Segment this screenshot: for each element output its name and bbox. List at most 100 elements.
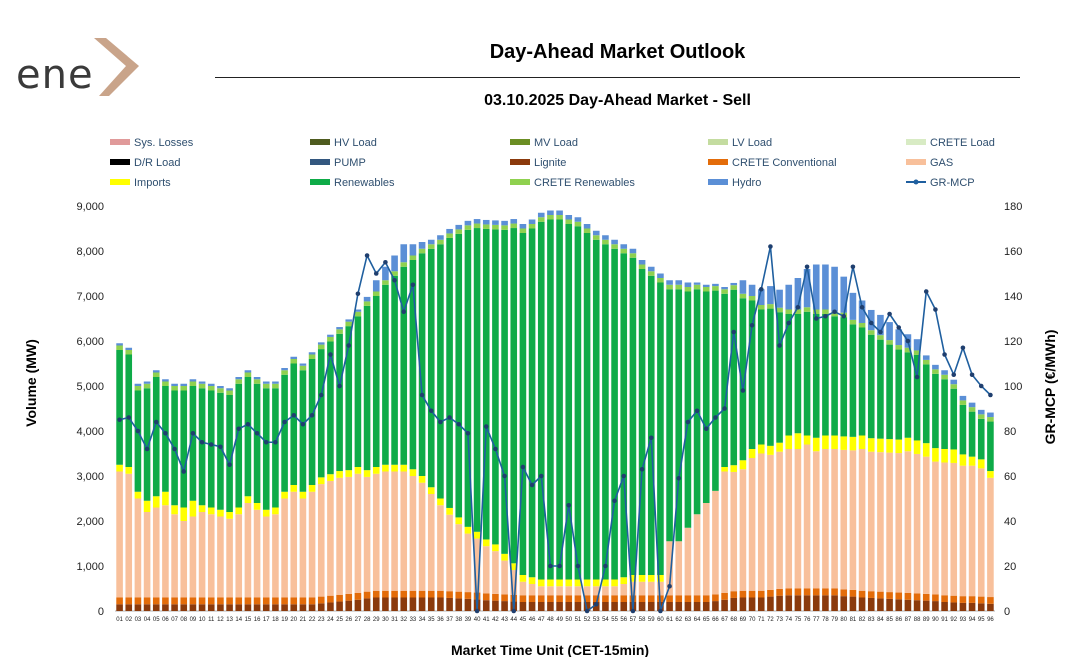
bar-renewables-43 [501, 229, 508, 554]
bar-renewables-66 [712, 290, 719, 491]
gr-mcp-point-90 [933, 307, 938, 312]
x-tick-label: 85 [886, 617, 893, 623]
gr-mcp-point-32 [401, 309, 407, 315]
bar-renewables-37 [446, 237, 453, 508]
bar-lignite-15 [244, 604, 252, 611]
bar-crete-conventional-78 [822, 588, 829, 596]
x-tick-label: 10 [199, 617, 206, 623]
x-tick-label: 18 [272, 617, 279, 623]
chart-subtitle: 03.10.2025 Day-Ahead Market - Sell [484, 92, 751, 109]
bar-lignite-75 [794, 595, 802, 611]
x-tick-label: 13 [226, 617, 233, 623]
bar-crete-conventional-75 [794, 588, 802, 596]
bar-crete-renewables-26 [345, 321, 353, 327]
bar-lignite-21 [299, 604, 307, 611]
bar-gas-66 [712, 490, 719, 595]
gr-mcp-point-71 [758, 286, 764, 292]
gr-mcp-point-11 [208, 442, 214, 447]
x-tick-label: 63 [685, 617, 692, 623]
bar-hydro-05 [152, 370, 160, 373]
gr-mcp-point-63 [685, 419, 691, 425]
bar-crete-renewables-85 [886, 340, 893, 345]
bar-crete-renewables-14 [235, 379, 243, 384]
gr-mcp-point-21 [300, 421, 306, 427]
bar-renewables-52 [583, 233, 591, 580]
bar-lignite-91 [941, 602, 948, 611]
bar-renewables-32 [400, 266, 408, 465]
bar-gas-22 [308, 491, 316, 598]
bar-hydro-08 [180, 383, 188, 386]
bar-crete-renewables-92 [950, 384, 958, 389]
bar-renewables-16 [253, 383, 261, 503]
bar-crete-renewables-41 [482, 224, 490, 229]
bar-imports-73 [776, 442, 783, 452]
bar-gas-59 [647, 581, 655, 596]
x-tick-label: 33 [410, 617, 417, 623]
bar-hydro-62 [675, 280, 683, 285]
bar-imports-11 [207, 507, 215, 515]
bar-renewables-05 [152, 377, 160, 497]
bar-crete-conventional-12 [217, 597, 224, 605]
bar-hydro-80 [840, 276, 848, 313]
bar-crete-renewables-86 [895, 345, 903, 350]
bar-crete-conventional-04 [143, 597, 151, 605]
bar-imports-13 [226, 512, 233, 519]
x-tick-label: 05 [153, 617, 160, 623]
bar-crete-renewables-42 [492, 224, 499, 230]
bar-crete-renewables-04 [143, 383, 151, 389]
bar-lignite-67 [721, 599, 728, 611]
enex-logo [94, 38, 139, 96]
bar-crete-renewables-18 [272, 383, 279, 389]
bar-imports-72 [767, 445, 774, 455]
x-tick-label: 71 [758, 617, 765, 623]
x-tick-label: 94 [969, 617, 976, 623]
x-tick-label: 15 [245, 617, 252, 623]
bar-hydro-18 [272, 381, 279, 384]
gr-mcp-point-67 [722, 406, 727, 411]
x-tick-label: 66 [712, 617, 719, 623]
bar-crete-renewables-75 [794, 309, 802, 314]
bar-lignite-92 [950, 602, 958, 611]
y-tick-label: 0 [98, 606, 104, 618]
x-tick-label: 96 [987, 617, 994, 623]
bar-imports-86 [895, 439, 903, 454]
bar-lignite-93 [959, 602, 967, 611]
bar-hydro-76 [803, 269, 811, 308]
bar-crete-conventional-54 [602, 595, 609, 602]
bar-lignite-30 [382, 597, 389, 611]
bar-crete-renewables-94 [968, 407, 976, 412]
bar-crete-conventional-37 [446, 591, 453, 598]
x-tick-label: 49 [556, 617, 563, 623]
bar-renewables-77 [812, 314, 820, 438]
legend-label-imports: Imports [134, 177, 171, 189]
gr-mcp-point-04 [144, 446, 150, 452]
bar-lignite-56 [620, 602, 628, 611]
bar-renewables-25 [336, 333, 343, 472]
gr-mcp-point-33 [410, 282, 416, 288]
bar-renewables-64 [693, 289, 701, 515]
x-tick-label: 40 [474, 617, 481, 623]
gr-mcp-point-52 [584, 608, 590, 614]
bar-lignite-43 [501, 601, 508, 611]
bar-crete-conventional-45 [519, 595, 527, 602]
x-tick-label: 46 [529, 617, 536, 623]
bar-gas-79 [831, 449, 838, 589]
bar-lignite-78 [822, 595, 829, 611]
x-tick-label: 45 [520, 617, 527, 623]
bar-crete-conventional-01 [116, 597, 123, 605]
bar-gas-94 [968, 465, 976, 597]
bar-crete-renewables-53 [592, 235, 600, 240]
bar-renewables-30 [382, 284, 389, 465]
bar-gas-69 [739, 469, 747, 591]
x-tick-label: 56 [620, 617, 627, 623]
x-tick-label: 78 [822, 617, 829, 623]
bar-imports-26 [345, 470, 353, 477]
gr-mcp-point-03 [135, 428, 141, 434]
bar-hydro-15 [244, 370, 252, 373]
gr-mcp-point-53 [593, 601, 599, 607]
bar-gas-10 [198, 512, 206, 598]
bar-imports-43 [501, 553, 508, 561]
x-tick-label: 86 [895, 617, 902, 623]
bar-imports-81 [849, 436, 857, 451]
bar-hydro-06 [162, 379, 169, 382]
